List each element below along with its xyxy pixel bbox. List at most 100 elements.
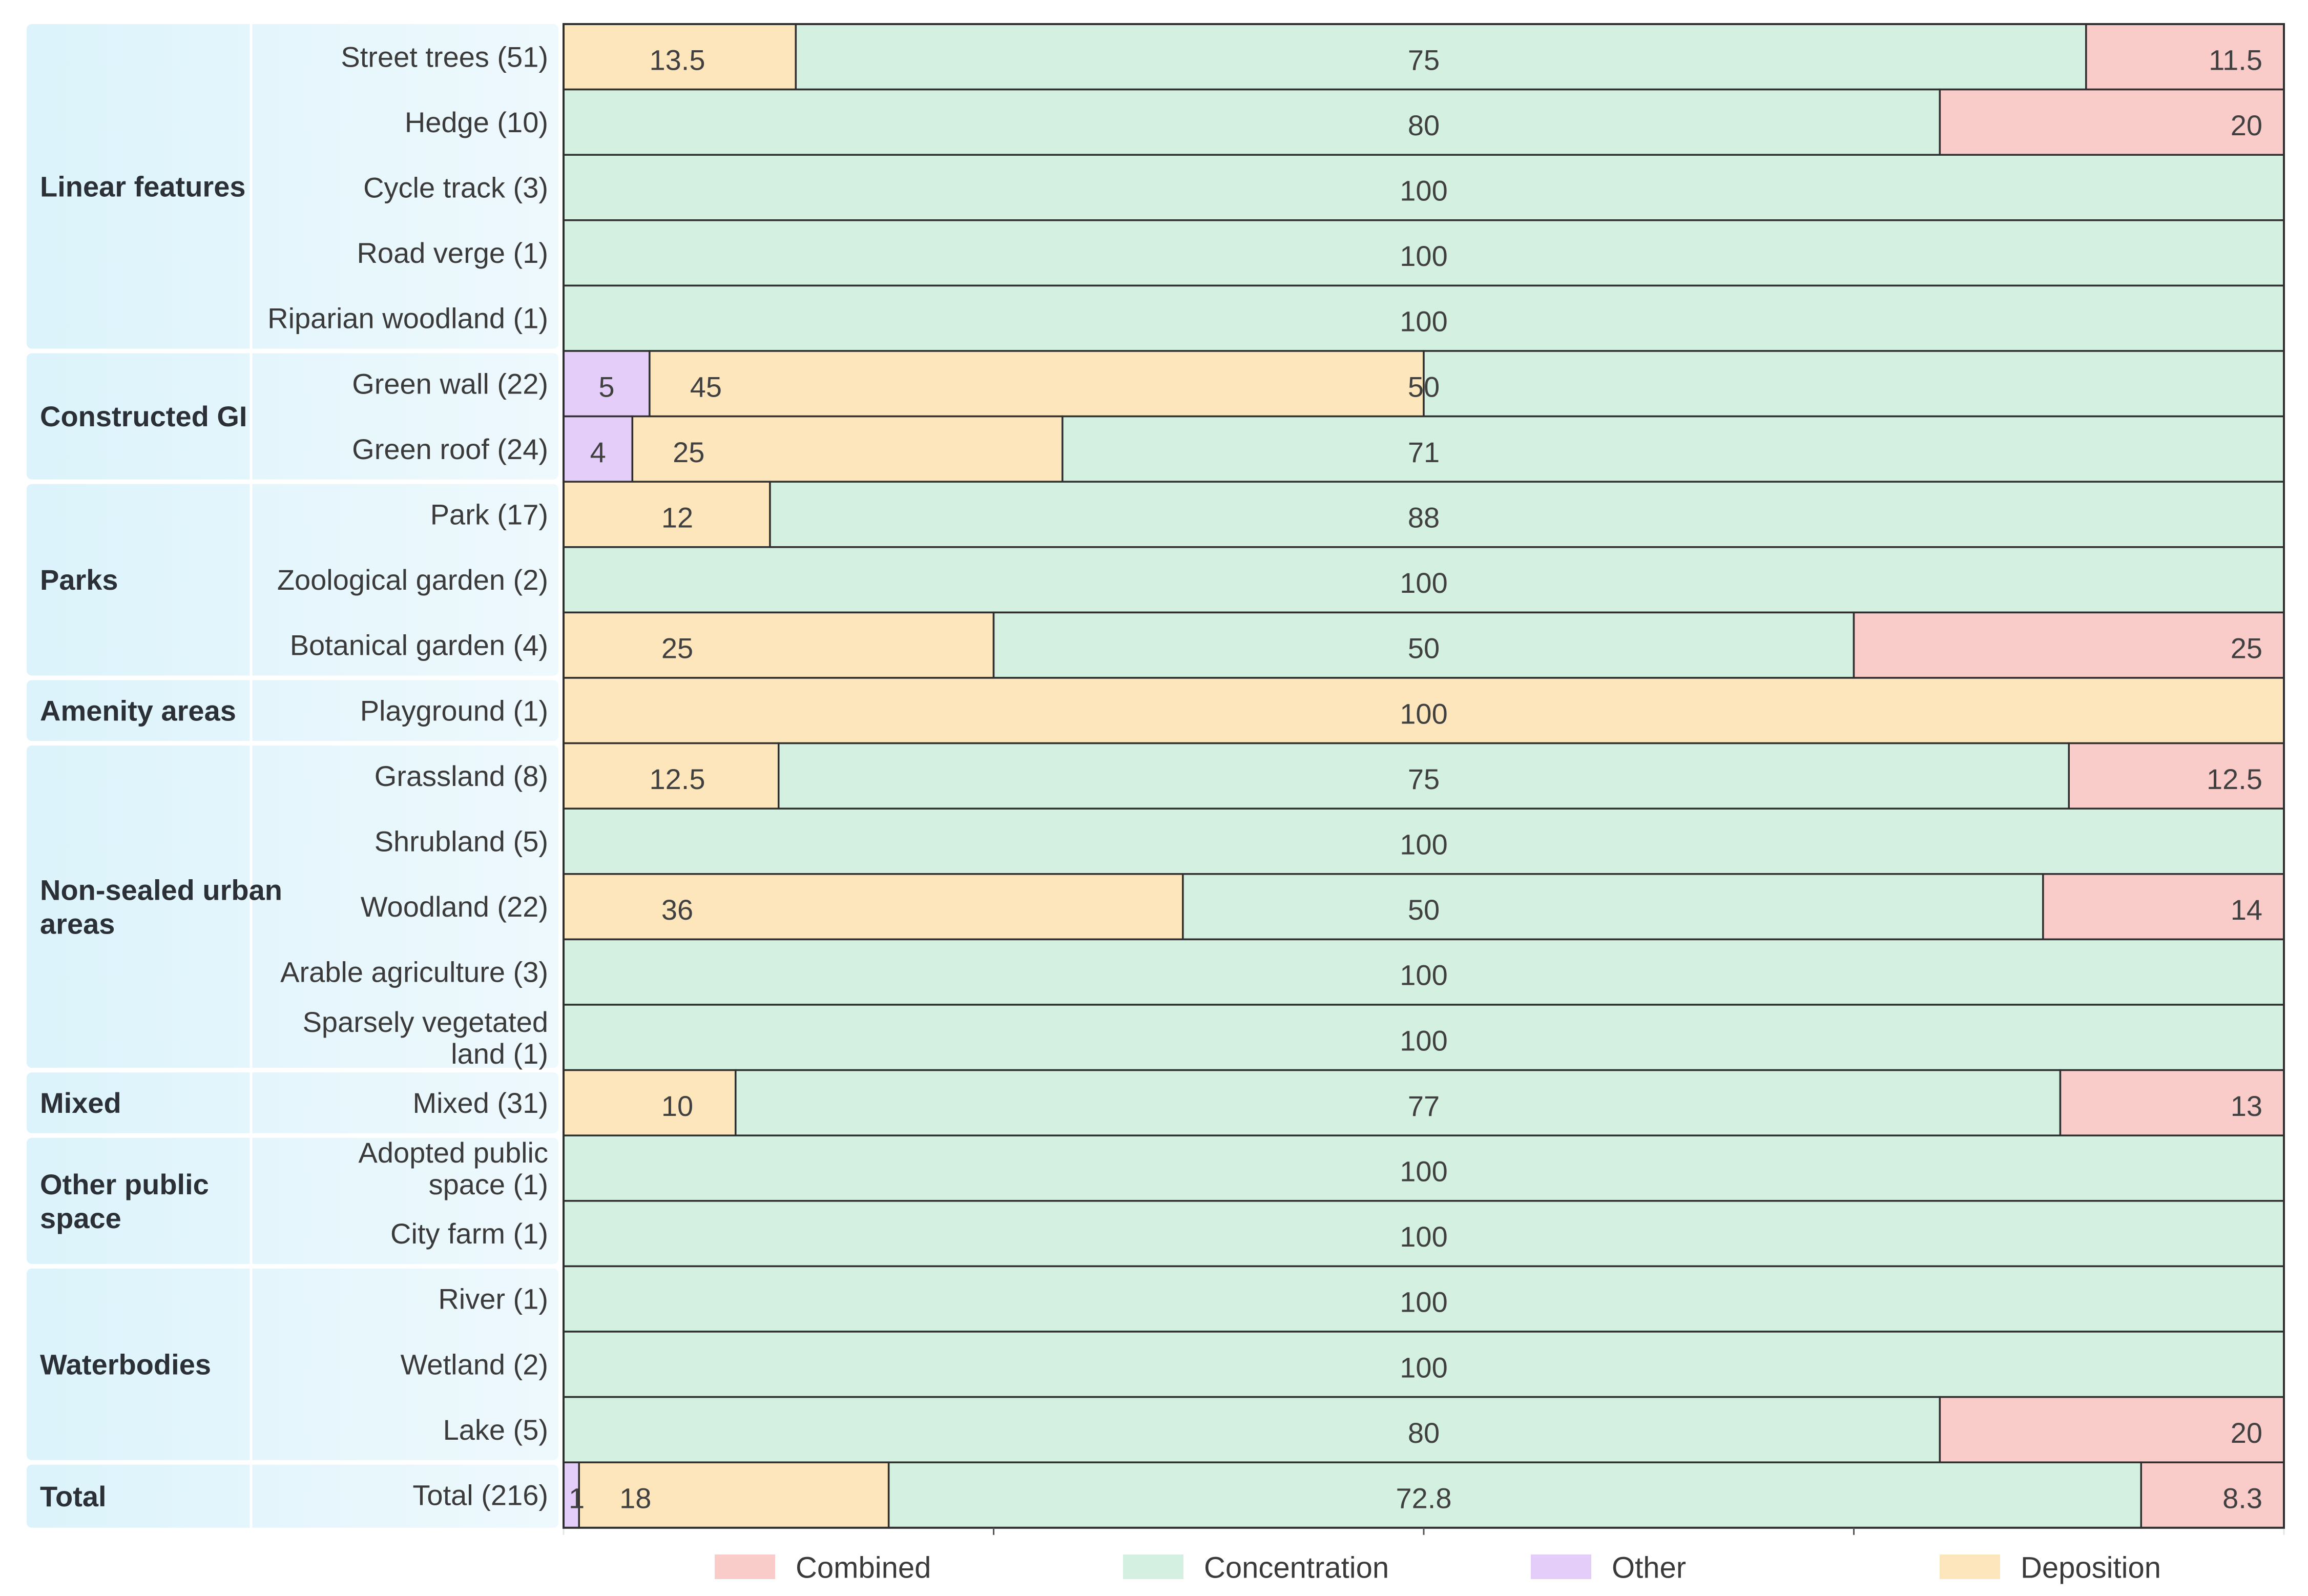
bar-deposition-woodland-22 — [563, 873, 1184, 941]
row-label-mixed-31: Mixed (31) — [412, 1087, 548, 1119]
value-label-deposition-playground-1: 100 — [1400, 697, 1447, 730]
value-label-deposition-woodland-22: 36 — [661, 894, 693, 926]
value-label-concentration-adopted-public-space-1: 100 — [1400, 1155, 1447, 1188]
group-panel-total — [27, 1464, 558, 1528]
group-panel-parks — [27, 484, 558, 676]
value-label-concentration-green-wall-22: 50 — [1408, 370, 1440, 403]
bar-other-green-roof-24 — [563, 415, 634, 483]
value-label-combined-hedge-10: 20 — [2231, 109, 2262, 141]
value-label-deposition-total-216: 18 — [619, 1482, 651, 1515]
legend-swatch-deposition — [1940, 1554, 2000, 1579]
value-label-concentration-wetland-2: 100 — [1400, 1351, 1447, 1383]
bar-concentration-road-verge-1 — [563, 219, 2285, 287]
bar-deposition-mixed-31 — [563, 1069, 737, 1136]
value-label-deposition-park-17: 12 — [661, 502, 693, 534]
value-label-concentration-shrubland-5: 100 — [1400, 828, 1447, 861]
group-label-linear-features: Linear features — [40, 170, 246, 202]
value-label-concentration-woodland-22: 50 — [1408, 894, 1440, 926]
bar-concentration-street-trees-51 — [795, 23, 2087, 91]
group-label-parks: Parks — [40, 564, 118, 596]
bar-concentration-mixed-31 — [735, 1069, 2062, 1136]
value-label-concentration-green-roof-24: 71 — [1408, 436, 1440, 468]
value-label-other-green-roof-24: 4 — [590, 436, 606, 468]
bar-concentration-shrubland-5 — [563, 807, 2285, 875]
bar-concentration-park-17 — [769, 481, 2285, 548]
value-label-concentration-road-verge-1: 100 — [1400, 240, 1447, 272]
row-label-shrubland-5: Shrubland (5) — [375, 825, 548, 858]
bar-concentration-cycle-track-3 — [563, 154, 2285, 221]
value-label-concentration-city-farm-1: 100 — [1400, 1220, 1447, 1253]
bar-concentration-green-wall-22 — [1423, 350, 2285, 418]
bar-deposition-green-roof-24 — [631, 415, 1064, 483]
bar-concentration-river-1 — [563, 1265, 2285, 1333]
group-label-total: Total — [40, 1480, 107, 1512]
row-label-street-trees-51: Street trees (51) — [341, 40, 548, 73]
row-label-road-verge-1: Road verge (1) — [357, 237, 548, 269]
row-label-zoological-garden-2: Zoological garden (2) — [277, 564, 548, 596]
value-label-combined-grassland-8: 12.5 — [2207, 763, 2262, 795]
bar-concentration-total-216 — [887, 1461, 2143, 1529]
row-label-cycle-track-3: Cycle track (3) — [363, 172, 548, 204]
value-label-concentration-mixed-31: 77 — [1408, 1090, 1440, 1122]
group-panel-constructed-gi — [27, 353, 558, 480]
row-label-total-216: Total (216) — [412, 1479, 548, 1511]
bar-concentration-city-farm-1 — [563, 1200, 2285, 1268]
row-label-sparsely-vegetated-land-1: Sparsely vegetated land (1) — [303, 1005, 548, 1069]
group-panel-waterbodies — [27, 1268, 558, 1460]
bar-concentration-botanical-garden-4 — [992, 611, 1855, 679]
group-label-other-public-space: Other public space — [40, 1168, 209, 1234]
bar-concentration-riparian-woodland-1 — [563, 284, 2285, 352]
value-label-concentration-street-trees-51: 75 — [1408, 44, 1440, 76]
legend-label-combined: Combined — [796, 1551, 931, 1585]
group-panels — [27, 24, 558, 1528]
value-label-combined-woodland-22: 14 — [2231, 894, 2262, 926]
value-label-other-green-wall-22: 5 — [598, 370, 614, 403]
row-label-arable-agriculture-3: Arable agriculture (3) — [280, 956, 548, 988]
value-label-concentration-river-1: 100 — [1400, 1286, 1447, 1318]
value-label-combined-mixed-31: 13 — [2231, 1090, 2262, 1122]
group-label-amenity-areas: Amenity areas — [40, 694, 236, 727]
row-label-river-1: River (1) — [438, 1283, 548, 1315]
legend-swatch-other — [1531, 1554, 1591, 1579]
legend-swatch-concentration — [1123, 1554, 1183, 1579]
group-panel-other-public-space — [27, 1137, 558, 1264]
bar-deposition-total-216 — [578, 1461, 890, 1529]
bar-concentration-zoological-garden-2 — [563, 546, 2285, 614]
value-label-concentration-park-17: 88 — [1408, 502, 1440, 534]
bar-combined-total-216 — [2140, 1461, 2285, 1529]
value-label-concentration-hedge-10: 80 — [1408, 109, 1440, 141]
legend-label-deposition: Deposition — [2021, 1551, 2161, 1585]
group-panel-mixed — [27, 1072, 558, 1133]
legend: Combined Concentration Other Deposition — [715, 1551, 2161, 1585]
value-label-other-total-216: 1 — [569, 1482, 585, 1515]
group-label-mixed: Mixed — [40, 1087, 121, 1119]
value-label-concentration-lake-5: 80 — [1408, 1417, 1440, 1449]
value-label-combined-botanical-garden-4: 25 — [2231, 632, 2262, 665]
value-label-deposition-street-trees-51: 13.5 — [650, 44, 705, 76]
value-label-concentration-zoological-garden-2: 100 — [1400, 567, 1447, 599]
bar-combined-street-trees-51 — [2085, 23, 2285, 91]
row-label-city-farm-1: City farm (1) — [390, 1217, 548, 1250]
value-label-combined-street-trees-51: 11.5 — [2209, 44, 2262, 76]
group-panel-linear-features — [27, 24, 558, 349]
row-label-wetland-2: Wetland (2) — [401, 1348, 548, 1380]
value-label-combined-lake-5: 20 — [2231, 1417, 2262, 1449]
value-label-deposition-botanical-garden-4: 25 — [661, 632, 693, 665]
row-label-adopted-public-space-1: Adopted public space (1) — [358, 1136, 548, 1200]
value-label-deposition-mixed-31: 10 — [661, 1090, 693, 1122]
row-label-lake-5: Lake (5) — [443, 1414, 548, 1446]
row-label-hedge-10: Hedge (10) — [405, 106, 548, 138]
row-label-green-wall-22: Green wall (22) — [352, 367, 548, 400]
bar-concentration-sparsely-vegetated-land-1 — [563, 1004, 2285, 1071]
group-label-non-sealed-urban-areas: Non-sealed urban areas — [40, 874, 282, 940]
bar-concentration-grassland-8 — [778, 742, 2070, 810]
bar-other-green-wall-22 — [563, 350, 651, 418]
legend-label-other: Other — [1612, 1551, 1686, 1585]
group-label-constructed-gi: Constructed GI — [40, 400, 247, 432]
legend-swatch-combined — [715, 1554, 775, 1579]
value-label-concentration-riparian-woodland-1: 100 — [1400, 305, 1447, 338]
group-panel-non-sealed-urban-areas — [27, 745, 558, 1068]
value-label-deposition-grassland-8: 12.5 — [650, 763, 705, 795]
value-label-concentration-botanical-garden-4: 50 — [1408, 632, 1440, 665]
value-label-deposition-green-roof-24: 25 — [673, 436, 704, 468]
